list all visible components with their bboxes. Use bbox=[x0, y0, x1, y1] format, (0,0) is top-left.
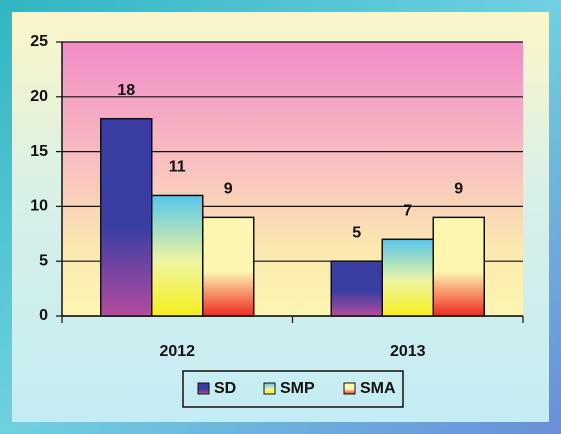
data-label: 5 bbox=[352, 224, 361, 241]
data-label: 9 bbox=[454, 181, 463, 198]
x-tick-label: 2013 bbox=[390, 343, 426, 360]
data-label: 7 bbox=[403, 202, 412, 219]
data-label: 9 bbox=[224, 181, 233, 198]
bar bbox=[100, 117, 153, 317]
legend-label: SD bbox=[214, 380, 236, 397]
y-tick-label: 25 bbox=[30, 33, 48, 50]
y-tick-label: 0 bbox=[39, 307, 48, 324]
legend-label: SMP bbox=[280, 380, 315, 397]
bar bbox=[202, 216, 255, 317]
y-tick-label: 5 bbox=[39, 252, 48, 269]
legend-label: SMA bbox=[360, 380, 396, 397]
legend-swatch bbox=[263, 382, 276, 395]
y-tick-label: 15 bbox=[30, 143, 48, 160]
x-tick-label: 2012 bbox=[159, 343, 195, 360]
legend-box bbox=[182, 370, 404, 408]
bar bbox=[151, 194, 204, 317]
y-tick-label: 20 bbox=[30, 88, 48, 105]
legend-swatch bbox=[197, 382, 210, 395]
data-label: 18 bbox=[117, 82, 135, 99]
legend-swatch bbox=[343, 382, 356, 395]
bar bbox=[381, 238, 434, 317]
bar bbox=[432, 216, 485, 317]
bar bbox=[330, 260, 383, 317]
y-tick-label: 10 bbox=[30, 198, 48, 215]
data-label: 11 bbox=[169, 159, 186, 176]
